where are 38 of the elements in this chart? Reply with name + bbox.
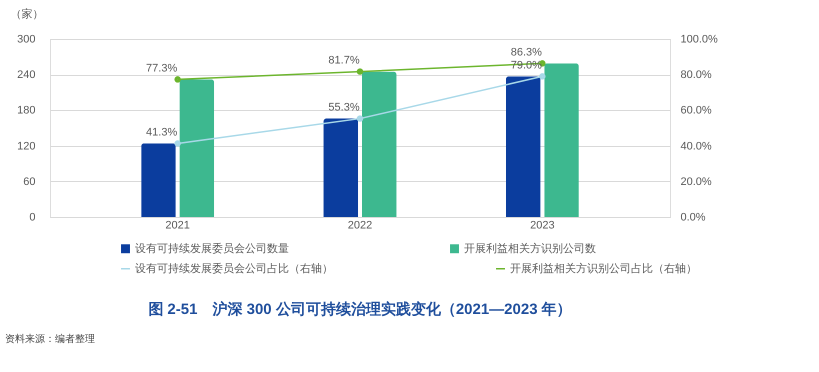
- y-tick-label: 0: [29, 212, 36, 224]
- data-label: 86.3%: [510, 46, 542, 58]
- point: [539, 73, 546, 80]
- y-tick-label: 180: [17, 104, 36, 117]
- data-label: 81.7%: [328, 54, 360, 67]
- point: [356, 68, 364, 75]
- y2-tick-label: 80.0%: [680, 69, 712, 82]
- legend-label: 开展利益相关方识别公司数: [464, 242, 596, 255]
- y-tick-label: 120: [17, 140, 36, 152]
- point: [174, 76, 181, 83]
- y-axis-title: （家）: [10, 8, 44, 20]
- y-tick-label: 300: [17, 34, 36, 46]
- legend-label: 设有可持续发展委员会公司数量: [135, 242, 289, 255]
- x-tick-label: 2023: [530, 220, 555, 232]
- legend-label: 开展利益相关方识别公司占比（右轴）: [510, 262, 697, 275]
- data-label: 41.3%: [146, 126, 178, 138]
- y-tick-label: 60: [23, 176, 36, 188]
- bar: [544, 63, 579, 217]
- data-label: 55.3%: [328, 102, 360, 114]
- y-tick-label: 240: [17, 69, 36, 82]
- x-tick-label: 2022: [348, 220, 372, 232]
- y2-tick-label: 40.0%: [680, 140, 712, 152]
- legend-label: 设有可持续发展委员会公司占比（右轴）: [135, 262, 333, 275]
- bar: [324, 118, 358, 217]
- y2-tick-label: 20.0%: [680, 176, 712, 188]
- y2-tick-label: 100.0%: [680, 34, 718, 46]
- text: 图 2-51 沪深 300 公司可持续治理实践变化（2021—2023 年）: [148, 300, 572, 318]
- point: [356, 115, 364, 122]
- bar: [141, 143, 176, 217]
- point: [174, 140, 181, 147]
- x-tick-label: 2021: [165, 220, 190, 232]
- data-label: 77.3%: [146, 62, 178, 74]
- bar: [506, 76, 540, 217]
- y2-tick-label: 0.0%: [680, 212, 706, 224]
- text: 资料来源：编者整理: [5, 333, 95, 345]
- bar: [362, 72, 396, 217]
- bar: [180, 79, 214, 217]
- y2-tick-label: 60.0%: [680, 104, 712, 117]
